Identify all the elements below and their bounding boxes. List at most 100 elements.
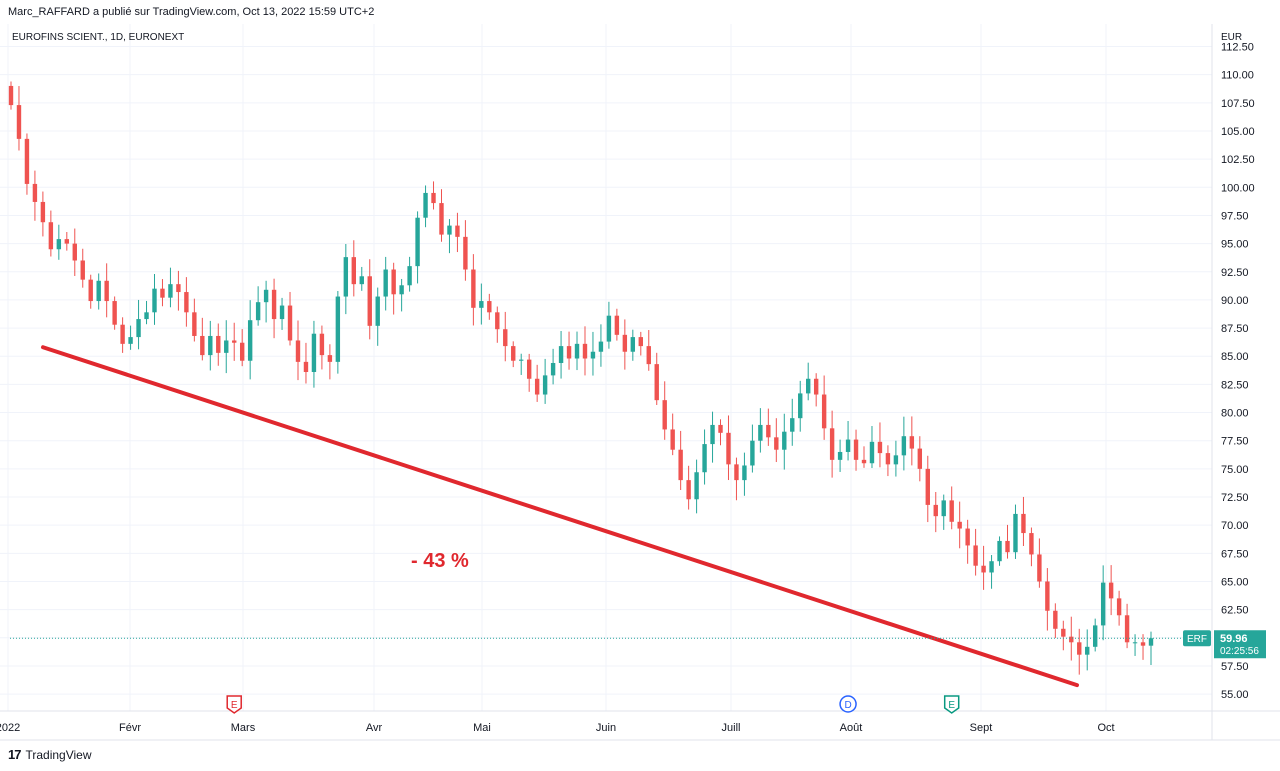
candle-body bbox=[813, 378, 819, 395]
candle-body bbox=[72, 243, 77, 261]
candle-body bbox=[503, 329, 508, 347]
candle bbox=[263, 280, 269, 323]
candle bbox=[327, 344, 333, 380]
candle-body bbox=[598, 341, 604, 352]
candle-body bbox=[718, 424, 723, 433]
candle-body bbox=[1100, 582, 1106, 626]
candle-body bbox=[670, 429, 675, 450]
candle-body bbox=[622, 334, 628, 352]
candle-body bbox=[606, 315, 612, 342]
candle bbox=[72, 228, 77, 276]
candle bbox=[981, 545, 986, 590]
candle bbox=[224, 320, 229, 374]
candle bbox=[758, 408, 763, 453]
candle bbox=[1108, 565, 1114, 616]
y-tick-label: 100.00 bbox=[1221, 182, 1255, 194]
candle bbox=[734, 457, 739, 501]
y-tick-label: 110.00 bbox=[1221, 70, 1254, 82]
candle-body bbox=[88, 279, 93, 302]
candle bbox=[782, 413, 787, 470]
candle bbox=[1085, 629, 1090, 671]
candle-body bbox=[989, 561, 994, 573]
candle-body bbox=[239, 342, 245, 361]
candle-body bbox=[710, 424, 715, 445]
candle-body bbox=[845, 439, 851, 452]
candle-body bbox=[1013, 513, 1018, 553]
candle-body bbox=[128, 337, 133, 344]
logo-text: TradingView bbox=[25, 747, 92, 762]
candle bbox=[319, 325, 325, 370]
candle-body bbox=[1045, 581, 1050, 611]
candle-body bbox=[1029, 533, 1034, 555]
candle bbox=[160, 279, 165, 307]
candle bbox=[471, 254, 476, 326]
candle bbox=[8, 81, 14, 110]
y-tick-label: 87.50 bbox=[1221, 323, 1249, 335]
symbol-tag-bg bbox=[1183, 630, 1211, 647]
candle-body bbox=[582, 343, 588, 359]
candle bbox=[1021, 496, 1026, 546]
candle bbox=[845, 420, 851, 461]
x-tick-label: Juill bbox=[722, 722, 741, 734]
candle bbox=[710, 411, 715, 463]
candle bbox=[407, 256, 412, 292]
candle bbox=[279, 297, 285, 330]
y-tick-label: 95.00 bbox=[1221, 239, 1249, 251]
candle-body bbox=[965, 528, 970, 546]
candle-body bbox=[1132, 642, 1138, 644]
candle-body bbox=[1124, 615, 1130, 643]
candle bbox=[1148, 631, 1154, 665]
candle-body bbox=[997, 540, 1002, 562]
candle-body bbox=[200, 335, 205, 356]
candle-body bbox=[758, 424, 763, 441]
candle-body bbox=[455, 225, 460, 237]
candle-body bbox=[798, 393, 803, 419]
candle bbox=[375, 287, 380, 346]
time-axis[interactable]: 2022 Févr Mars Avr Mai Juin Juill Août Sept Oct bbox=[0, 722, 1115, 734]
candle bbox=[614, 308, 620, 341]
candle bbox=[64, 231, 70, 251]
candle-body bbox=[96, 280, 101, 302]
candle-body bbox=[1061, 628, 1066, 637]
candle-body bbox=[479, 301, 484, 308]
candle-body bbox=[542, 375, 548, 395]
candle-body bbox=[726, 432, 731, 465]
candle bbox=[48, 210, 54, 257]
candle-body bbox=[120, 324, 125, 344]
y-tick-label: 55.00 bbox=[1221, 689, 1249, 701]
y-tick-label: 62.50 bbox=[1221, 605, 1249, 617]
candle bbox=[837, 439, 843, 472]
candle-body bbox=[774, 437, 779, 450]
candle bbox=[503, 311, 508, 362]
candle-body bbox=[64, 239, 70, 244]
candle bbox=[439, 189, 444, 242]
candle bbox=[997, 536, 1002, 566]
candle bbox=[638, 331, 643, 356]
candle-body bbox=[638, 337, 643, 347]
candle bbox=[239, 329, 245, 367]
candle-body bbox=[933, 504, 938, 517]
candle bbox=[463, 220, 468, 281]
candle bbox=[957, 501, 962, 549]
price-axis[interactable]: 112.50 110.00 107.50 105.00 102.50 100.00 97.5… bbox=[1221, 42, 1255, 702]
candle bbox=[24, 133, 30, 195]
y-tick-label: 97.50 bbox=[1221, 210, 1249, 222]
candle-body bbox=[853, 439, 859, 460]
tradingview-logo[interactable]: 17 TradingView bbox=[8, 747, 92, 762]
candle bbox=[104, 263, 109, 318]
candle bbox=[519, 353, 524, 375]
candle-body bbox=[742, 465, 747, 481]
candle-body bbox=[184, 292, 189, 313]
candle-body bbox=[391, 269, 396, 295]
y-tick-label: 102.50 bbox=[1221, 154, 1255, 166]
dividend-marker-icon: D bbox=[839, 695, 857, 713]
candle bbox=[678, 430, 683, 491]
candle bbox=[303, 342, 309, 384]
candle bbox=[423, 185, 428, 228]
candle-body bbox=[136, 319, 141, 338]
drawings[interactable]: - 43 % bbox=[41, 345, 1079, 688]
candle-body bbox=[40, 201, 46, 223]
candle bbox=[829, 410, 835, 478]
